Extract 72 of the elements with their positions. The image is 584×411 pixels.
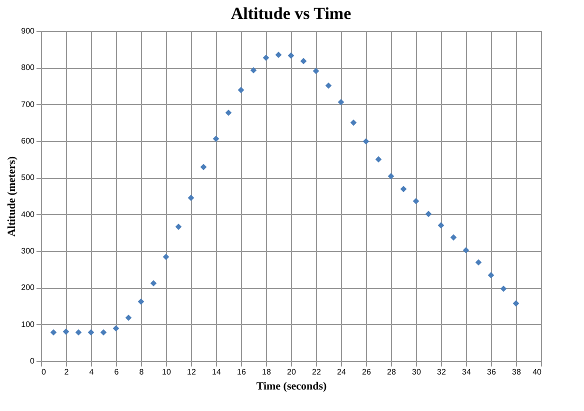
point	[338, 98, 344, 106]
point	[212, 136, 220, 142]
x-tick-label: 8	[139, 368, 144, 376]
point	[362, 138, 370, 145]
point	[50, 329, 57, 336]
point	[425, 210, 432, 218]
point	[62, 328, 70, 335]
x-tick-label: 16	[237, 368, 246, 376]
point	[388, 173, 394, 180]
point	[500, 286, 507, 292]
y-tick-label: 900	[21, 26, 36, 36]
x-tick-label: 36	[487, 368, 496, 376]
point	[250, 67, 257, 74]
y-tick-label: 700	[21, 100, 36, 109]
x-tick-label: 30	[412, 368, 422, 376]
x-tick-label: 24	[337, 368, 346, 376]
point	[475, 259, 482, 266]
x-tick-label: 18	[262, 368, 272, 376]
x-tick-label: 40	[532, 368, 542, 376]
point	[88, 329, 94, 336]
point	[262, 54, 270, 61]
point	[112, 325, 120, 332]
x-tick-label: 14	[212, 368, 222, 376]
point	[175, 224, 182, 230]
x-tick-label: 34	[462, 368, 472, 376]
point	[450, 234, 457, 241]
y-tick-label: 200	[21, 283, 36, 292]
point	[275, 52, 282, 58]
point	[238, 86, 244, 94]
point	[312, 68, 320, 74]
chart-title: Altitude vs Time	[230, 4, 352, 23]
point	[488, 272, 494, 278]
point	[325, 82, 332, 89]
x-tick-label: 22	[312, 368, 322, 376]
x-tick-label: 10	[162, 368, 172, 376]
point	[462, 247, 470, 254]
point	[100, 329, 107, 336]
x-tick-label: 26	[362, 368, 372, 376]
x-tick-label: 20	[287, 368, 296, 376]
y-tick-label: 300	[21, 246, 36, 256]
point	[288, 52, 294, 59]
point	[438, 222, 444, 228]
point	[138, 298, 144, 305]
point	[162, 254, 170, 260]
point	[350, 120, 357, 126]
x-tick-label: 12	[187, 368, 196, 376]
x-tick-label: 32	[437, 368, 446, 376]
x-tick-label: 2	[64, 368, 70, 376]
point	[225, 110, 232, 116]
y-tick-label: 500	[21, 173, 36, 182]
y-tick-label: 400	[21, 210, 36, 219]
y-tick-label: 0	[30, 356, 36, 366]
x-tick-label: 6	[114, 368, 120, 376]
y-tick-label: 100	[21, 320, 36, 329]
x-tick-label: 28	[387, 368, 396, 376]
point	[200, 164, 207, 170]
x-tick-label: 38	[512, 368, 522, 376]
point	[150, 280, 157, 286]
point	[512, 300, 520, 307]
point	[300, 58, 307, 64]
x-axis-title: Time (seconds)	[256, 380, 328, 392]
y-tick-label: 600	[21, 136, 36, 146]
x-tick-label: 4	[89, 368, 94, 376]
y-axis-title: Altitude (meters)	[6, 156, 18, 237]
point	[75, 329, 82, 336]
point	[125, 314, 132, 321]
point	[400, 186, 407, 192]
point	[375, 156, 382, 162]
point	[412, 198, 420, 204]
x-tick-label: 0	[42, 368, 46, 376]
point	[188, 194, 194, 201]
y-tick-label: 800	[21, 63, 36, 72]
